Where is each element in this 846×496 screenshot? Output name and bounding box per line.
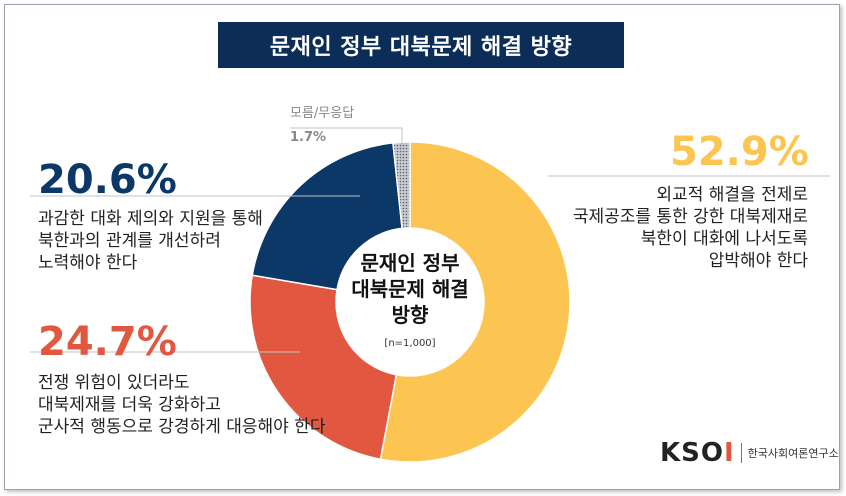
desc-right-line: 외교적 해결을 전제로 (656, 185, 808, 205)
ksoi-logo: KSOI 한국사회여론연구소 (660, 438, 839, 468)
center-title-line: 문재인 정부 (360, 251, 460, 275)
unknown-label: 모름/무응답 (290, 106, 355, 121)
pct-label-52-9: 52.9% (670, 129, 809, 175)
desc-top-left-line: 과감한 대화 제의와 지원을 통해 (38, 209, 263, 229)
desc-top-left-line: 노력해야 한다 (38, 253, 138, 273)
logo-mark-i: I (723, 438, 735, 468)
logo-divider (740, 443, 742, 463)
center-title-line: 방향 (391, 303, 429, 327)
desc-bottom-left-line: 대북제재를 더욱 강화하고 (38, 395, 221, 415)
logo-mark-so: SO (681, 438, 724, 468)
donut-center-title: 문재인 정부 대북문제 해결 방향 (340, 250, 480, 328)
pct-label-24-7: 24.7% (38, 319, 177, 365)
donut-slice-hardline (249, 274, 398, 461)
desc-right: 외교적 해결을 전제로 국제공조를 통한 강한 대북제재로 북한이 대화에 나서… (573, 184, 808, 272)
desc-right-line: 압박해야 한다 (708, 251, 808, 271)
center-title-line: 대북문제 해결 (351, 277, 469, 301)
desc-bottom-left-line: 전쟁 위험이 있더라도 (38, 373, 190, 393)
logo-text: 한국사회여론연구소 (747, 447, 839, 460)
donut-slice-pressure (379, 141, 571, 463)
donut-slice-dialogue (251, 142, 403, 291)
desc-right-line: 국제공조를 통한 강한 대북제재로 (572, 207, 808, 227)
donut-slice-unknown (392, 141, 411, 230)
logo-mark-k: K (660, 438, 682, 468)
pct-label-20-6: 20.6% (38, 157, 177, 203)
desc-top-left-line: 북한과의 관계를 개선하려 (38, 231, 221, 251)
unknown-pct: 1.7% (290, 130, 327, 145)
desc-right-line: 북한이 대화에 나서도록 (640, 229, 808, 249)
desc-bottom-left: 전쟁 위험이 있더라도 대북제재를 더욱 강화하고 군사적 행동으로 강경하게 … (38, 372, 326, 438)
chart-title: 문재인 정부 대북문제 해결 방향 (218, 22, 624, 68)
sample-size-note: [n=1,000] (384, 338, 436, 349)
desc-bottom-left-line: 군사적 행동으로 강경하게 대응해야 한다 (38, 417, 326, 437)
desc-top-left: 과감한 대화 제의와 지원을 통해 북한과의 관계를 개선하려 노력해야 한다 (38, 208, 263, 274)
leader-line-unknown (290, 127, 403, 160)
logo-mark: KSOI (660, 438, 735, 468)
